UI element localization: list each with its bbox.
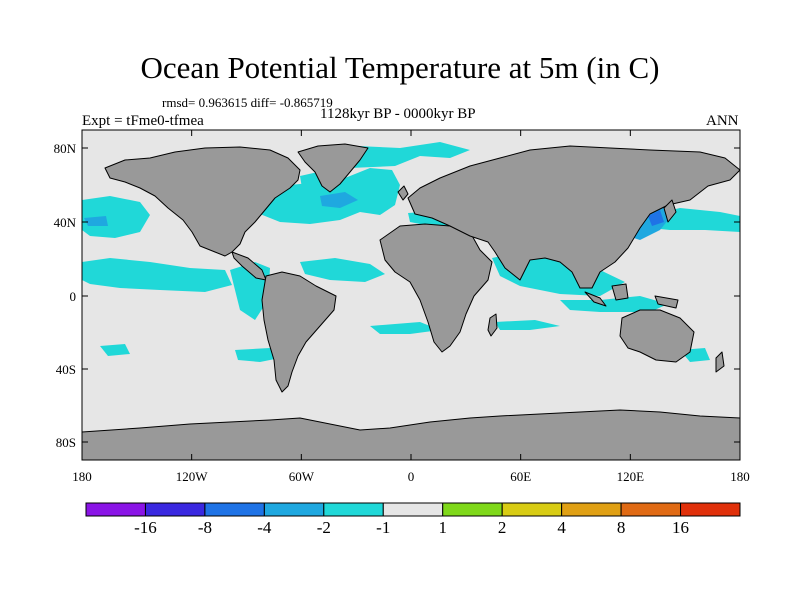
landmass-new-zealand [715, 351, 725, 373]
colorbar-label: 1 [438, 518, 447, 537]
lat-tick-label: 0 [70, 289, 77, 304]
colorbar-swatch [501, 502, 563, 517]
land [82, 143, 740, 460]
landmass-japan [663, 199, 677, 223]
colorbar-swatch [620, 502, 682, 517]
axis-labels: 80N 40N 0 40S 80S 180 120W 60W 0 60E 120E 180 [54, 141, 750, 484]
colorbar-label: -4 [257, 518, 272, 537]
lat-tick-label: 40S [56, 362, 76, 377]
colorbar-swatch [85, 502, 146, 517]
axis-ticks [81, 130, 741, 460]
lon-tick-label: 60E [510, 469, 531, 484]
colorbar [85, 502, 741, 517]
landmass-uk [397, 185, 409, 201]
lon-tick-label: 120W [176, 469, 209, 484]
colorbar-swatch [263, 502, 325, 517]
lat-tick-label: 80N [54, 141, 77, 156]
lon-tick-label: 0 [408, 469, 415, 484]
lon-tick-label: 180 [72, 469, 92, 484]
colorbar-label: -16 [134, 518, 157, 537]
tropical-atlantic-cooling [300, 258, 385, 282]
landmass-antarctica [82, 409, 740, 460]
colorbar-labels: -16 -8 -4 -2 -1 1 2 4 8 16 [134, 518, 689, 537]
north-pacific-strong-cooling [84, 216, 108, 226]
experiment-label: Expt = tFme0-tfmea [82, 113, 204, 129]
colorbar-label: -8 [198, 518, 212, 537]
colorbar-label: 16 [672, 518, 689, 537]
lon-tick-label: 120E [617, 469, 645, 484]
colorbar-label: -2 [317, 518, 331, 537]
colorbar-label: -1 [376, 518, 390, 537]
landmass-indonesia-sumatra [584, 291, 607, 307]
colorbar-swatch [442, 502, 503, 517]
lat-tick-label: 40N [54, 215, 77, 230]
stronger-cooling-regions [84, 192, 672, 240]
japan-sea-cooling [648, 210, 664, 226]
colorbar-swatch [144, 502, 206, 517]
landmass-borneo [611, 283, 629, 301]
lat-tick-label: 80S [56, 435, 76, 450]
landmass-central-america [231, 251, 267, 281]
statistics-label: rmsd= 0.963615 diff= -0.865719 [162, 95, 333, 110]
tropical-pacific-cooling [82, 258, 232, 292]
north-pacific-east-cooling [82, 196, 150, 238]
north-atlantic-strong-cooling [320, 192, 358, 208]
colorbar-label: 4 [557, 518, 566, 537]
southern-ocean-cooling-b [370, 322, 440, 334]
colorbar-swatch [680, 502, 741, 517]
colorbar-swatch [204, 502, 265, 517]
landmass-new-guinea [654, 295, 679, 309]
landmass-eurasia [407, 145, 740, 289]
landmass-australia [619, 309, 695, 363]
colorbar-label: 2 [498, 518, 507, 537]
colorbar-swatch [323, 502, 384, 517]
landmass-north-america [104, 146, 301, 257]
southern-ocean-cooling-d [100, 344, 130, 356]
colorbar-swatch [382, 502, 444, 517]
lon-tick-label: 180 [730, 469, 750, 484]
colorbar-label: 8 [617, 518, 626, 537]
season-label: ANN [706, 113, 739, 129]
maritime-cooling [560, 296, 668, 312]
southern-ocean-cooling-c [495, 320, 560, 330]
landmass-south-america [261, 271, 337, 393]
colorbar-swatch [561, 502, 622, 517]
landmass-greenland [297, 143, 369, 193]
landmass-madagascar [487, 313, 498, 337]
map-title: Ocean Potential Temperature at 5m (in C) [140, 50, 660, 85]
lon-tick-label: 60W [289, 469, 315, 484]
time-range-label: 1128kyr BP - 0000kyr BP [320, 106, 476, 122]
